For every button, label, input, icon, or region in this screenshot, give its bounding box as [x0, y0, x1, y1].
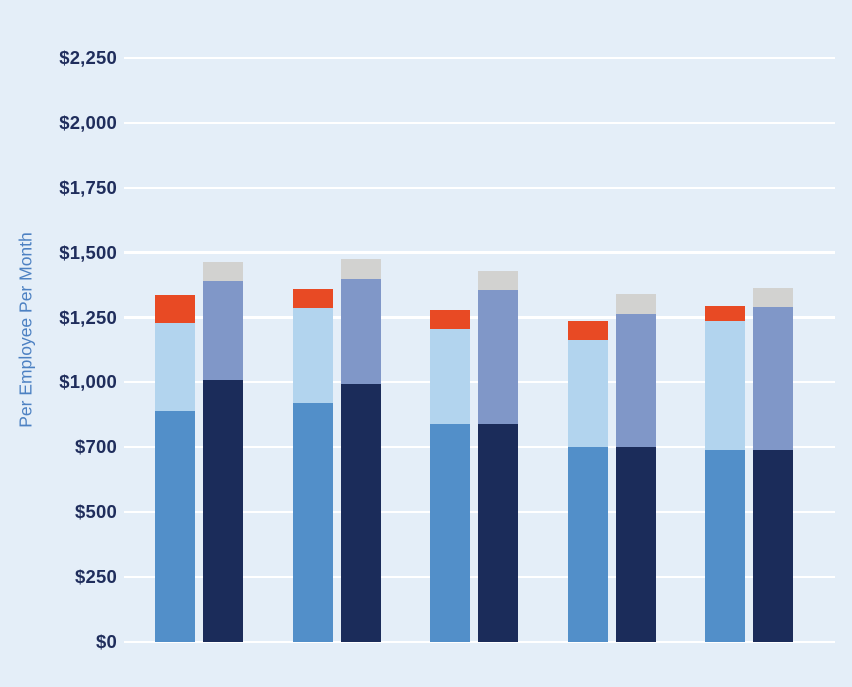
bar-segment-middle-slate-blue[interactable] — [340, 278, 381, 384]
bar-segment-middle-light-blue[interactable] — [567, 339, 608, 448]
bar-segment-bottom-medium-blue[interactable] — [705, 449, 745, 642]
bar-segment-top-orange[interactable] — [292, 289, 333, 309]
gridline — [124, 121, 835, 124]
bar-segment-bottom-medium-blue[interactable] — [292, 403, 333, 642]
bar-segment-middle-slate-blue[interactable] — [615, 313, 656, 448]
y-tick-label: $500 — [75, 501, 117, 523]
y-tick-label: $2,250 — [59, 47, 117, 68]
bar-segment-bottom-navy[interactable] — [340, 383, 381, 642]
gridline — [124, 251, 835, 254]
bar-segment-middle-slate-blue[interactable] — [203, 281, 243, 380]
bar-segment-middle-light-blue[interactable] — [155, 322, 195, 411]
bar-segment-bottom-navy[interactable] — [203, 379, 243, 642]
bar-segment-bottom-medium-blue[interactable] — [567, 447, 608, 642]
bar-segment-top-orange[interactable] — [705, 305, 745, 322]
gridline — [124, 640, 835, 644]
y-tick-label: $0 — [96, 631, 117, 652]
bar-segment-bottom-medium-blue[interactable] — [430, 423, 470, 642]
bar-segment-top-gray[interactable] — [753, 287, 793, 308]
y-tick-label: $1,500 — [59, 241, 117, 263]
bar-segment-bottom-navy[interactable] — [615, 447, 656, 642]
bar-segment-top-gray[interactable] — [478, 270, 518, 291]
bar-segment-top-orange[interactable] — [155, 295, 195, 323]
bar-segment-middle-light-blue[interactable] — [430, 329, 470, 424]
bar-segment-top-gray[interactable] — [340, 259, 381, 279]
bar-segment-top-orange[interactable] — [567, 321, 608, 340]
bar-segment-middle-slate-blue[interactable] — [478, 290, 518, 424]
y-tick-label: $1,000 — [59, 371, 117, 393]
bar-segment-middle-slate-blue[interactable] — [753, 307, 793, 450]
bar-segment-top-orange[interactable] — [430, 309, 470, 330]
bar-segment-top-gray[interactable] — [203, 261, 243, 282]
bar-segment-top-gray[interactable] — [615, 294, 656, 314]
bar-segment-bottom-navy[interactable] — [753, 449, 793, 642]
y-tick-label: $700 — [75, 436, 117, 458]
y-tick-label: $2,000 — [59, 111, 117, 133]
gridline — [124, 56, 835, 59]
gridline — [124, 186, 835, 189]
bar-segment-bottom-medium-blue[interactable] — [155, 410, 195, 642]
bar-segment-middle-light-blue[interactable] — [705, 321, 745, 450]
y-tick-label: $1,750 — [59, 176, 117, 198]
bar-segment-bottom-navy[interactable] — [478, 423, 518, 642]
y-tick-label: $1,250 — [59, 306, 117, 328]
y-tick-label: $250 — [75, 566, 117, 588]
bar-segment-middle-light-blue[interactable] — [292, 308, 333, 404]
